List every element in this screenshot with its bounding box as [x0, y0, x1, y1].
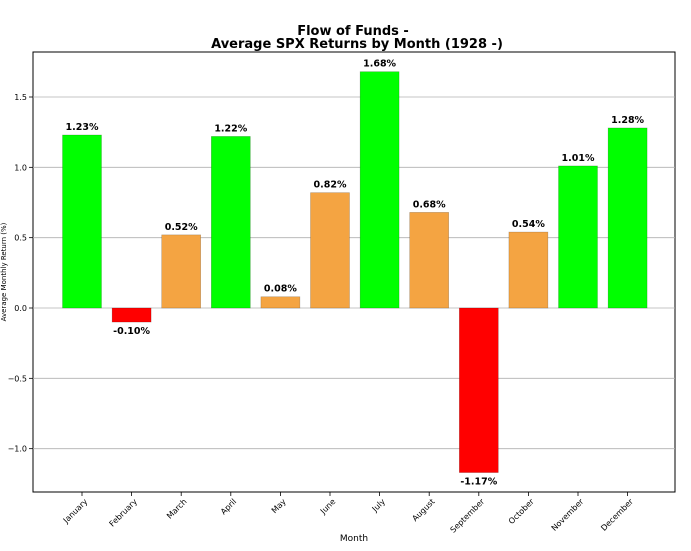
y-tick-label: 1.5: [14, 93, 27, 102]
x-axis-label: Month: [340, 534, 368, 544]
y-tick-label: 0.0: [14, 304, 27, 313]
x-tick-label: July: [370, 497, 387, 514]
x-tick-label: June: [318, 497, 337, 516]
bar-march: [161, 234, 201, 309]
data-label-november: 1.01%: [562, 153, 595, 164]
bar-october: [508, 231, 549, 309]
data-label-december: 1.28%: [611, 115, 644, 126]
y-ticks: −1.0 −0.5 0.0 0.5 1.0 1.5: [8, 93, 33, 454]
chart-title-line1: Flow of Funds -: [297, 24, 409, 39]
y-tick-label: 1.0: [14, 163, 27, 172]
y-tick-label: 0.5: [14, 234, 27, 243]
x-tick-label: December: [599, 497, 635, 533]
x-tick-label: January: [61, 497, 90, 526]
bar-november: [558, 165, 598, 309]
x-tick-label: May: [270, 497, 288, 515]
data-label-june: 0.82%: [314, 180, 347, 191]
bar-june: [310, 192, 350, 309]
bar-july: [359, 71, 400, 309]
data-label-october: 0.54%: [512, 219, 545, 230]
bar-december: [607, 127, 648, 309]
x-tick-label: November: [550, 497, 586, 533]
data-label-september: -1.17%: [460, 477, 497, 488]
y-tick-label: −1.0: [8, 445, 27, 454]
bar-august: [409, 212, 450, 309]
data-label-february: -0.10%: [113, 326, 150, 337]
x-tick-label: April: [219, 497, 238, 516]
chart-title-line2: Average SPX Returns by Month (1928 -): [211, 37, 503, 52]
data-labels: 1.23% -0.10% 0.52% 1.22% 0.08% 0.82% 1.68% 0.68…: [66, 59, 645, 488]
y-axis-label: Average Monthly Return (%): [0, 222, 8, 321]
data-label-may: 0.08%: [264, 284, 297, 295]
data-label-july: 1.68%: [363, 59, 396, 70]
data-label-august: 0.68%: [413, 199, 446, 210]
bar-february: [111, 307, 152, 323]
x-tick-label: August: [410, 497, 436, 523]
bar-january: [62, 134, 102, 309]
bar-april: [211, 136, 251, 309]
data-label-april: 1.22%: [214, 123, 247, 134]
bar-may: [260, 296, 301, 309]
bar-september: [458, 307, 499, 473]
x-ticks: January February March April May June July Augu…: [61, 492, 636, 535]
x-tick-label: October: [507, 497, 537, 527]
x-tick-label: February: [108, 497, 140, 529]
y-tick-label: −0.5: [8, 374, 27, 383]
x-tick-label: March: [165, 497, 189, 521]
data-label-january: 1.23%: [66, 122, 99, 133]
bars: [62, 71, 648, 473]
x-tick-label: September: [449, 497, 487, 535]
data-label-march: 0.52%: [165, 222, 198, 233]
